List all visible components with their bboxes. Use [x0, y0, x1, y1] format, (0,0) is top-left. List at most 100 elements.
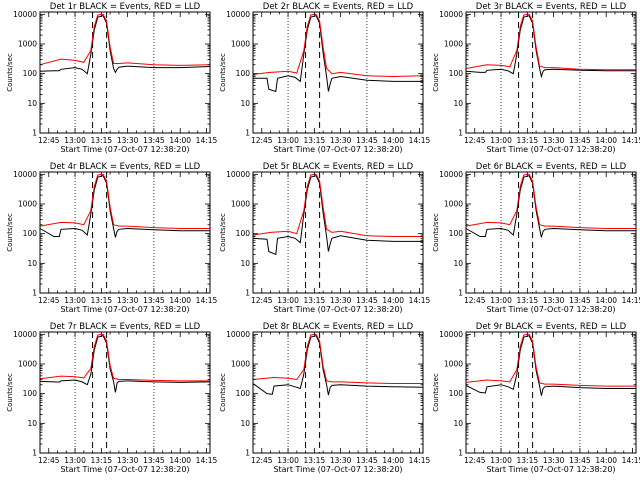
lld-series-line [252, 13, 424, 78]
chart-panel: 1 10 100 1000 10000 12:45 13:00 13:15 13:30 13:45… [432, 2, 640, 154]
lld-series-line [465, 173, 636, 229]
x-tick-label: 13:30 [543, 456, 565, 465]
chart-title: Det 5r BLACK = Events, RED = LLD [263, 162, 414, 172]
x-tick-label: 14:15 [622, 296, 640, 305]
plot-frame [465, 171, 637, 294]
chart-panel: 1 10 100 1000 10000 12:45 13:00 13:15 13:30 13:45… [6, 322, 218, 474]
x-tick-label: 13:00 [490, 456, 512, 465]
x-tick-label: 14:15 [622, 456, 640, 465]
y-tick-label: 100 [236, 69, 251, 78]
plot-frame [252, 11, 424, 134]
chart-panel: 1 10 100 1000 10000 12:45 13:00 13:15 13:30 13:45… [219, 2, 431, 154]
x-tick-label: 12:45 [38, 136, 60, 145]
plot-frame [39, 171, 211, 294]
y-tick-label: 10000 [13, 10, 37, 19]
x-tick-label: 13:30 [543, 296, 565, 305]
x-tick-label: 14:15 [409, 456, 431, 465]
x-tick-label: 13:15 [304, 296, 326, 305]
y-tick-label: 1000 [18, 40, 37, 49]
x-tick-label: 14:00 [382, 456, 404, 465]
y-tick-label: 10000 [13, 170, 37, 179]
y-axis-label: Counts/sec [219, 373, 227, 412]
events-series-line [465, 335, 636, 396]
x-tick-label: 13:15 [304, 136, 326, 145]
x-tick-label: 13:15 [91, 456, 113, 465]
x-tick-label: 13:30 [330, 136, 352, 145]
x-tick-label: 14:00 [382, 296, 404, 305]
chart-title: Det 1r BLACK = Events, RED = LLD [50, 2, 201, 12]
plot-frame [465, 11, 637, 134]
chart-title: Det 8r BLACK = Events, RED = LLD [263, 322, 414, 332]
chart-title: Det 4r BLACK = Events, RED = LLD [50, 162, 201, 172]
y-tick-label: 100 [236, 389, 251, 398]
y-tick-label: 10 [240, 259, 250, 268]
x-tick-label: 13:30 [543, 136, 565, 145]
y-tick-label: 1000 [444, 40, 463, 49]
plot-frame [252, 171, 424, 294]
y-tick-label: 1 [245, 449, 250, 458]
x-axis-label: Start Time (07-Oct-07 12:38:20) [273, 145, 402, 154]
x-tick-label: 12:45 [464, 136, 486, 145]
x-tick-label: 13:45 [356, 296, 378, 305]
x-tick-label: 13:00 [64, 296, 86, 305]
x-tick-label: 14:15 [409, 296, 431, 305]
y-tick-label: 10000 [439, 10, 463, 19]
y-axis-label: Counts/sec [432, 213, 440, 252]
y-tick-label: 100 [449, 69, 464, 78]
chart-panel: 1 10 100 1000 10000 12:45 13:00 13:15 13:30 13:45… [432, 162, 640, 314]
x-tick-label: 13:45 [569, 296, 591, 305]
x-tick-label: 13:30 [117, 456, 139, 465]
lld-series-line [39, 13, 211, 66]
y-tick-label: 10 [27, 419, 37, 428]
lld-series-line [39, 333, 210, 382]
x-tick-label: 13:00 [277, 296, 299, 305]
y-tick-label: 10 [240, 99, 250, 108]
lld-series-line [252, 173, 423, 237]
chart-title: Det 6r BLACK = Events, RED = LLD [476, 162, 627, 172]
y-tick-label: 10000 [439, 330, 463, 339]
x-tick-label: 14:15 [409, 136, 431, 145]
x-tick-label: 13:00 [64, 136, 86, 145]
x-tick-label: 13:45 [569, 456, 591, 465]
y-tick-label: 10 [27, 259, 37, 268]
x-tick-label: 13:30 [330, 296, 352, 305]
plot-frame [39, 331, 211, 454]
x-tick-label: 12:45 [38, 296, 60, 305]
x-tick-label: 12:45 [464, 296, 486, 305]
y-tick-label: 1000 [231, 40, 250, 49]
y-tick-label: 100 [449, 389, 464, 398]
events-series-line [465, 175, 636, 238]
plot-frame [39, 11, 211, 134]
y-axis-label: Counts/sec [432, 53, 440, 92]
y-tick-label: 100 [449, 229, 464, 238]
x-axis-label: Start Time (07-Oct-07 12:38:20) [60, 465, 189, 474]
events-series-line [252, 335, 424, 396]
x-tick-label: 13:45 [356, 136, 378, 145]
y-tick-label: 1000 [444, 200, 463, 209]
y-axis-label: Counts/sec [219, 53, 227, 92]
y-axis-label: Counts/sec [6, 213, 14, 252]
x-tick-label: 13:00 [277, 456, 299, 465]
y-tick-label: 10000 [439, 170, 463, 179]
chart-panel: 1 10 100 1000 10000 12:45 13:00 13:15 13:30 13:45… [432, 322, 640, 474]
y-tick-label: 1 [32, 129, 37, 138]
chart-panel: 1 10 100 1000 10000 12:45 13:00 13:15 13:30 13:45… [219, 162, 431, 314]
events-series-line [253, 15, 423, 93]
y-tick-label: 10 [453, 419, 463, 428]
x-tick-label: 14:00 [382, 136, 404, 145]
y-tick-label: 100 [236, 229, 251, 238]
x-tick-label: 13:45 [143, 456, 165, 465]
y-tick-label: 10 [240, 419, 250, 428]
y-tick-label: 10 [27, 99, 37, 108]
x-tick-label: 13:15 [517, 296, 539, 305]
chart-panel: 1 10 100 1000 10000 12:45 13:00 13:15 13:30 13:45… [6, 2, 218, 154]
x-axis-label: Start Time (07-Oct-07 12:38:20) [60, 305, 189, 314]
y-tick-label: 1 [458, 449, 463, 458]
x-axis-label: Start Time (07-Oct-07 12:38:20) [486, 145, 615, 154]
x-tick-label: 13:00 [490, 296, 512, 305]
x-tick-label: 13:00 [277, 136, 299, 145]
x-tick-label: 14:15 [622, 136, 640, 145]
x-tick-label: 13:15 [91, 296, 113, 305]
